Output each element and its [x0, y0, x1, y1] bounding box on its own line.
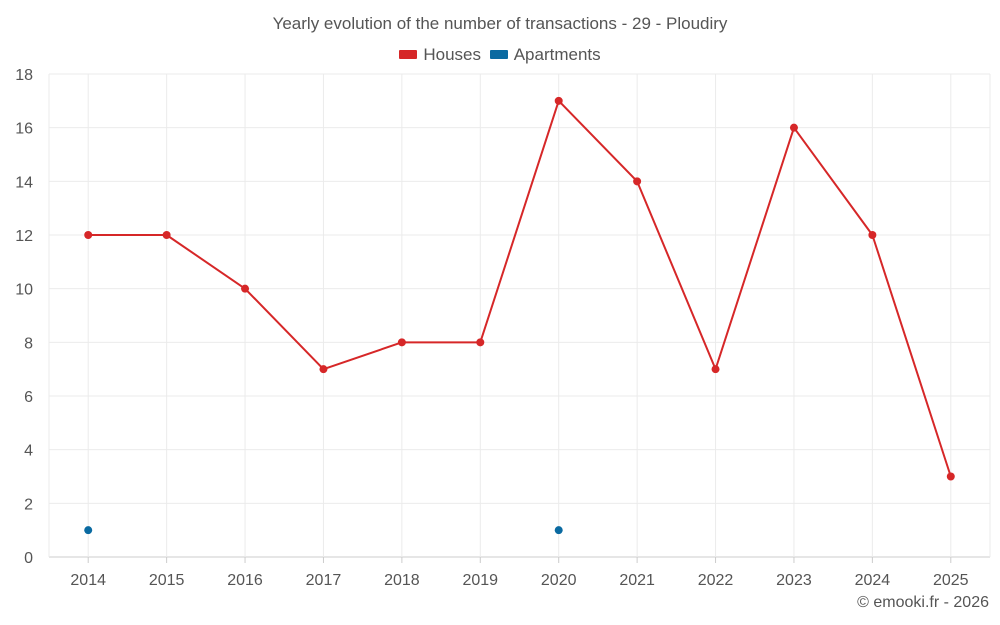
legend-swatch-houses — [399, 50, 418, 59]
credit-text: © emooki.fr - 2026 — [857, 594, 989, 611]
point-apartments-2020 — [554, 526, 563, 535]
y-tick-label-8: 8 — [24, 335, 33, 352]
x-axis: 2014 2015 2016 2017 2018 2019 2020 2021 2022 2023… — [70, 557, 969, 589]
y-tick-label-16: 16 — [15, 121, 33, 138]
x-tick-label-2017: 2017 — [306, 572, 342, 589]
point-houses-2025 — [946, 472, 955, 481]
point-houses-2022 — [711, 365, 720, 374]
x-tick-label-2021: 2021 — [619, 572, 655, 589]
point-houses-2017 — [319, 365, 328, 374]
point-houses-2021 — [633, 177, 642, 186]
legend-label-apartments: Apartments — [513, 44, 601, 64]
legend-label-houses: Houses — [423, 44, 481, 64]
point-houses-2019 — [476, 338, 485, 347]
point-houses-2020 — [554, 96, 563, 105]
y-tick-label-4: 4 — [24, 443, 33, 460]
y-tick-label-2: 2 — [24, 496, 33, 513]
point-houses-2018 — [397, 338, 406, 347]
x-tick-label-2024: 2024 — [855, 572, 891, 589]
y-tick-label-18: 18 — [15, 67, 33, 84]
series-layer — [84, 96, 955, 535]
y-tick-label-12: 12 — [15, 228, 33, 245]
x-tick-label-2020: 2020 — [541, 572, 577, 589]
x-tick-label-2018: 2018 — [384, 572, 420, 589]
point-houses-2023 — [789, 123, 798, 132]
y-axis: 0 2 4 6 8 10 12 14 16 18 — [15, 67, 33, 567]
y-tick-label-14: 14 — [15, 174, 33, 191]
legend: Houses Apartments — [0, 44, 1000, 65]
x-tick-label-2022: 2022 — [698, 572, 734, 589]
point-houses-2015 — [162, 231, 171, 239]
point-houses-2024 — [868, 231, 877, 239]
legend-item-apartments[interactable]: Apartments — [489, 44, 601, 65]
point-houses-2016 — [241, 284, 250, 293]
grid — [48, 73, 991, 558]
chart-title: Yearly evolution of the number of transa… — [272, 14, 728, 33]
y-tick-label-10: 10 — [15, 282, 33, 299]
x-tick-label-2023: 2023 — [776, 572, 812, 589]
series-line-houses — [88, 99, 952, 477]
point-apartments-2014 — [84, 526, 93, 535]
point-houses-2014 — [84, 231, 93, 239]
x-tick-label-2014: 2014 — [70, 572, 106, 589]
legend-item-houses[interactable]: Houses — [399, 45, 481, 65]
x-tick-label-2025: 2025 — [933, 572, 969, 589]
x-tick-label-2015: 2015 — [149, 572, 185, 589]
y-tick-label-0: 0 — [24, 550, 33, 567]
x-tick-label-2016: 2016 — [227, 572, 263, 589]
y-tick-label-6: 6 — [24, 389, 33, 406]
x-tick-label-2019: 2019 — [462, 572, 498, 589]
legend-swatch-apartments — [489, 50, 508, 59]
